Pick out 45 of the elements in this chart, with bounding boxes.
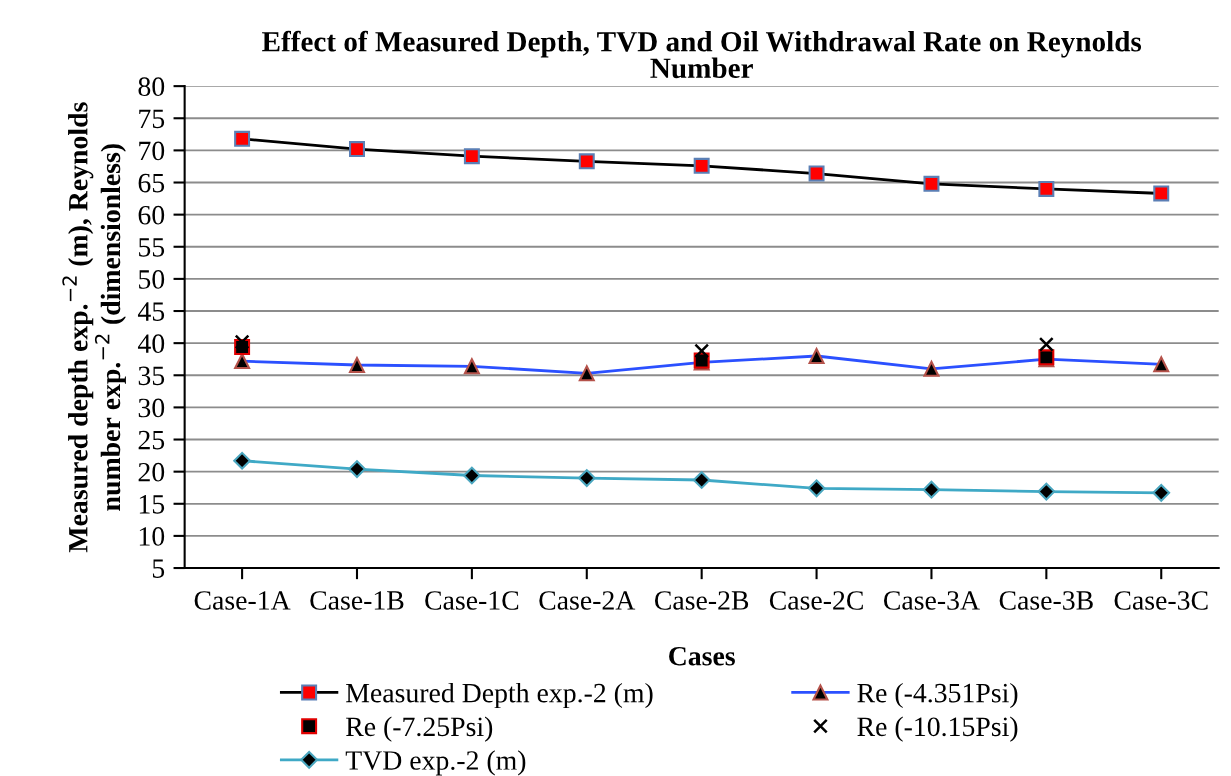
- x-tick-label: Case-1A: [194, 591, 291, 610]
- point: [692, 471, 711, 489]
- text: Measured depth exp.$^{−2}$ (m), Reynolds number exp.$^{−2}$ (dimensionless): [62, 102, 126, 553]
- point: [922, 480, 941, 499]
- y-tick-label: 55: [139, 238, 165, 257]
- y-tick-label: 40: [137, 334, 165, 354]
- y-tick-label: 20: [138, 462, 165, 482]
- point: [1037, 482, 1056, 501]
- x-axis-title: Cases: [669, 646, 735, 666]
- y-tick-label: 80: [138, 77, 165, 97]
- point: [1038, 336, 1054, 352]
- point: [234, 334, 250, 350]
- legend-label: Re (-10.15Psi): [857, 716, 1018, 742]
- point: [348, 460, 366, 478]
- y-tick-label: 25: [138, 430, 165, 450]
- y-tick-label: 75: [139, 109, 165, 129]
- point: [694, 343, 710, 359]
- chart-title: Effect of Measured Depth, TVD and Oil Withdrawal Rate on Reynolds Number: [262, 30, 1142, 79]
- y-tick-label: 60: [138, 205, 165, 225]
- x-tick-label: Case-3C: [1114, 591, 1208, 610]
- y-tick-label: 30: [138, 398, 165, 418]
- y-tick-label: 5: [152, 559, 165, 578]
- y-tick-label: 35: [138, 366, 165, 386]
- x-tick-label: Case-2A: [539, 591, 636, 610]
- legend-label: Measured Depth exp.-2 (m): [346, 682, 653, 709]
- y-tick-label: 65: [138, 173, 165, 193]
- y-tick-label: 45: [137, 302, 165, 321]
- legend-label: Re (-4.351Psi): [857, 682, 1018, 709]
- x-tick-label: Case-2C: [769, 591, 863, 610]
- point: [233, 451, 251, 470]
- x-tick-label: Case-3B: [999, 591, 1093, 610]
- x-tick-label: Case-2B: [654, 591, 749, 610]
- x-tick-label: Case-1B: [310, 591, 404, 610]
- point: [462, 466, 481, 485]
- x-tick-label: Case-3A: [884, 591, 980, 610]
- legend-label: Re (-7.25Psi): [346, 716, 493, 742]
- y-tick-label: 15: [139, 495, 165, 514]
- legend-label: TVD exp.-2 (m): [345, 750, 526, 776]
- y-tick-label: 70: [139, 141, 165, 161]
- point: [807, 479, 826, 498]
- point: [577, 469, 596, 487]
- point: [1152, 483, 1171, 502]
- y-tick-label: 10: [139, 527, 165, 546]
- x-tick-label: Case-1C: [425, 591, 519, 610]
- y-tick-label: 50: [139, 270, 165, 289]
